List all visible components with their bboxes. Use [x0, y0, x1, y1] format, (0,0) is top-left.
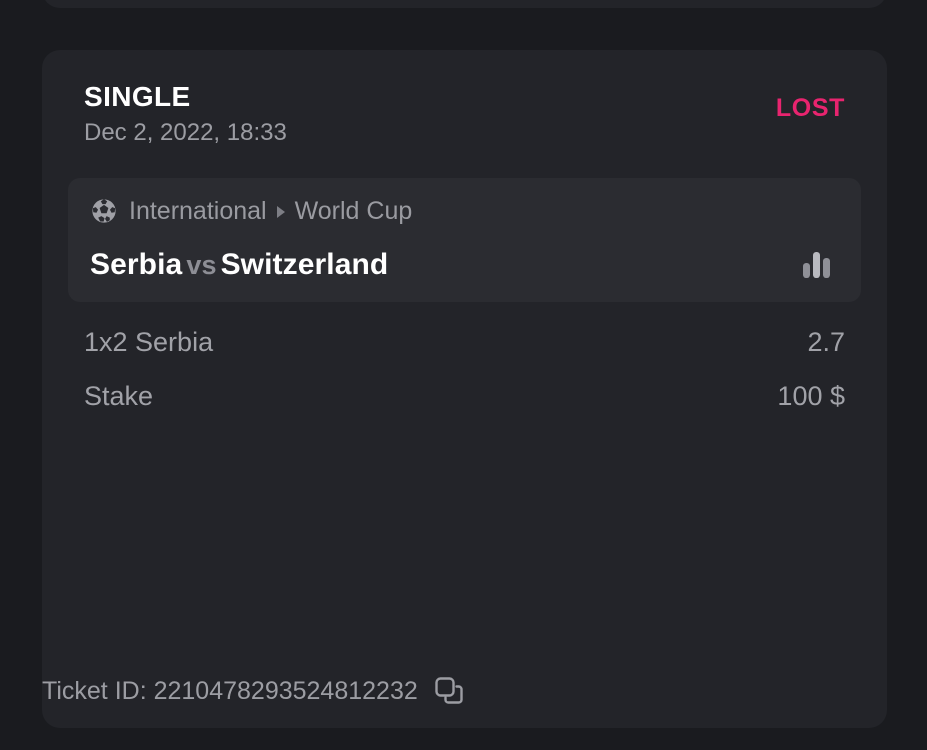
ticket-header-left: SINGLE Dec 2, 2022, 18:33 [84, 80, 287, 146]
status-badge: LOST [775, 94, 845, 122]
away-team: Switzerland [220, 248, 389, 282]
ticket-date: Dec 2, 2022, 18:33 [84, 119, 287, 147]
bet-detail-list: 1x2 Serbia 2.7 Stake 100 $ [68, 328, 861, 411]
chevron-right-icon [276, 206, 285, 219]
stake-label: Stake [84, 381, 154, 412]
match-teams: Serbia vs Switzerland [90, 248, 388, 282]
table-row: Stake 100 $ [84, 381, 845, 412]
ticket-card[interactable]: SINGLE Dec 2, 2022, 18:33 LOST Inte [42, 50, 887, 728]
ticket-footer: Ticket ID: 2210478293524812232 [42, 676, 464, 706]
league-country: International [129, 196, 267, 225]
ticket-header: SINGLE Dec 2, 2022, 18:33 LOST [68, 80, 861, 146]
bar-chart-icon[interactable] [801, 250, 833, 280]
match-panel[interactable]: International World Cup Serbia vs Switzerl… [68, 178, 861, 303]
stake-value: 100 $ [777, 381, 845, 412]
league-row: International World Cup [90, 197, 839, 225]
teams-row: Serbia vs Switzerland [90, 248, 839, 282]
league-breadcrumb: International World Cup [129, 196, 413, 226]
table-row: 1x2 Serbia 2.7 [84, 328, 845, 358]
ticket-id-label: Ticket ID: 2210478293524812232 [42, 676, 418, 705]
home-team: Serbia [90, 248, 183, 282]
versus-label: vs [186, 250, 217, 281]
bet-odds-value: 2.7 [807, 327, 845, 358]
copy-icon[interactable] [434, 676, 464, 706]
soccer-ball-icon [91, 198, 117, 225]
league-name: World Cup [294, 196, 413, 225]
previous-ticket-card-partial[interactable] [42, 0, 887, 8]
bet-selection-label: 1x2 Serbia [84, 327, 214, 358]
ticket-type-label: SINGLE [84, 81, 191, 112]
